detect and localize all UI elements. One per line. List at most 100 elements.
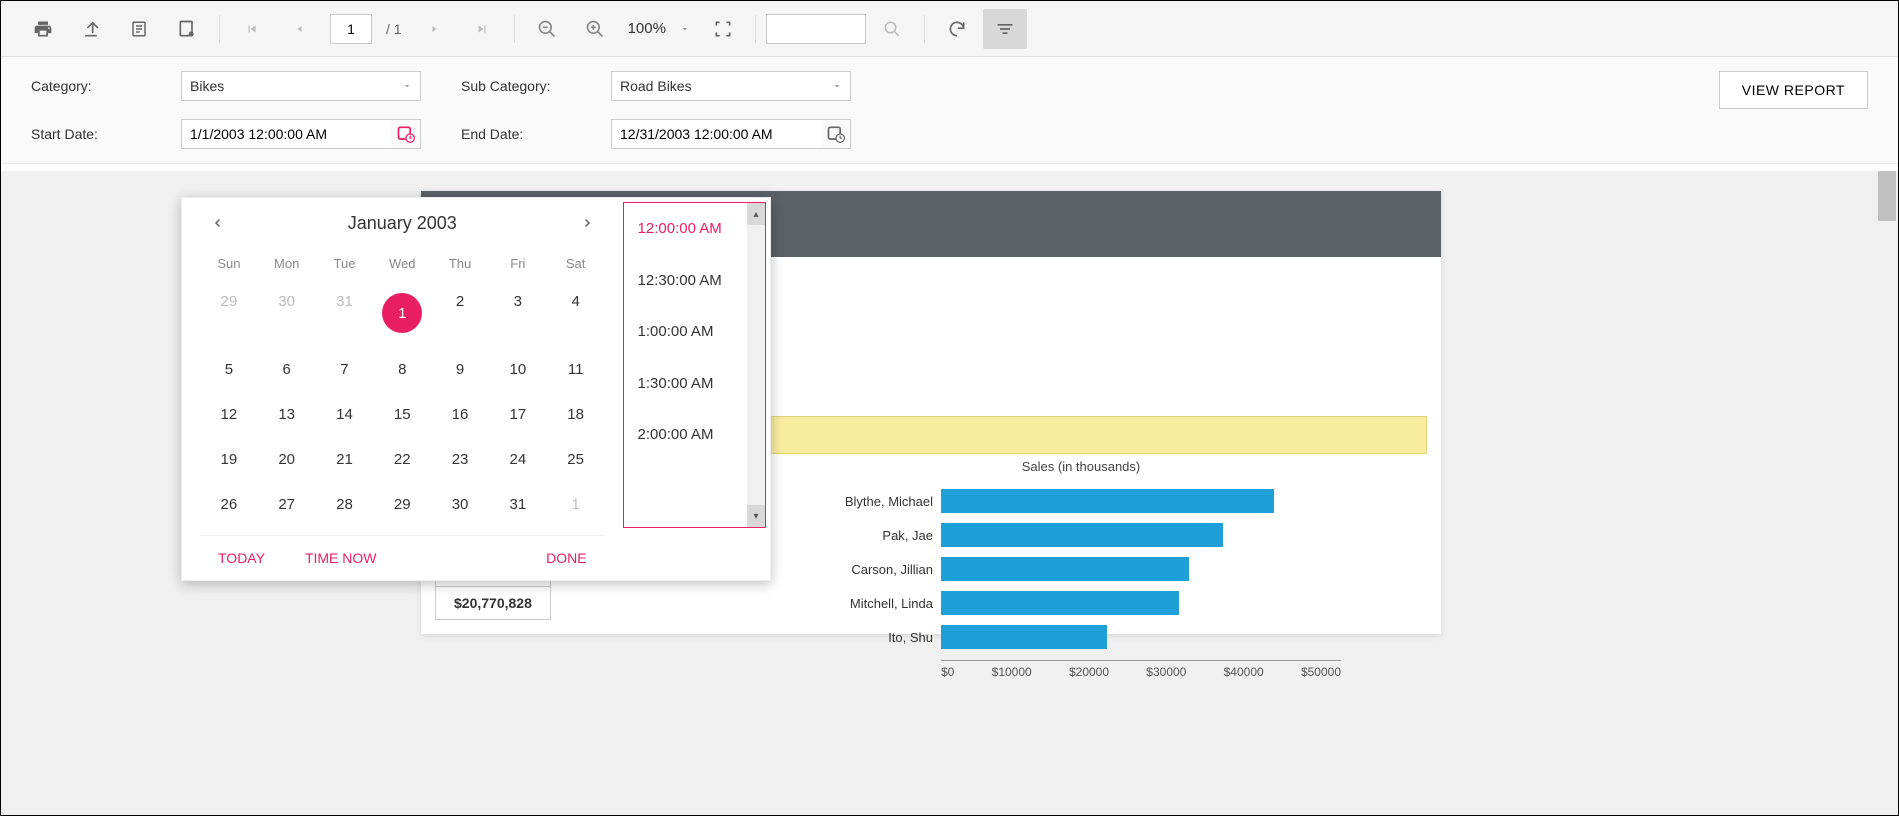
done-button[interactable]: DONE (546, 550, 586, 566)
chevron-right-icon (581, 216, 593, 230)
page-input[interactable] (330, 14, 372, 44)
startdate-input[interactable] (181, 119, 391, 149)
chart-bar (941, 591, 1179, 615)
toolbar: / 1 100% (1, 1, 1898, 57)
export-button[interactable] (69, 9, 113, 49)
chevron-left-icon (212, 216, 224, 230)
calendar-day[interactable]: 9 (431, 347, 489, 392)
calendar-day[interactable]: 8 (373, 347, 431, 392)
calendar-day[interactable]: 3 (489, 279, 547, 347)
chart-title: Sales (in thousands) (821, 459, 1341, 474)
calendar-day[interactable]: 23 (431, 437, 489, 482)
calendar-day[interactable]: 10 (489, 347, 547, 392)
enddate-picker-button[interactable] (821, 119, 851, 149)
calendar-day[interactable]: 1 (547, 482, 605, 527)
prev-page-button[interactable] (278, 9, 322, 49)
calendar-day[interactable]: 21 (316, 437, 374, 482)
calendar-day[interactable]: 30 (431, 482, 489, 527)
calendar-day[interactable]: 31 (489, 482, 547, 527)
chevron-down-icon (680, 24, 690, 34)
calendar-day[interactable]: 27 (258, 482, 316, 527)
scroll-down-button[interactable]: ▾ (747, 505, 765, 527)
today-button[interactable]: TODAY (218, 550, 265, 566)
calendar-day[interactable]: 25 (547, 437, 605, 482)
next-page-button[interactable] (412, 9, 456, 49)
timenow-button[interactable]: TIME NOW (305, 550, 377, 566)
time-option[interactable]: 2:00:00 AM (624, 409, 747, 461)
calendar-day[interactable]: 29 (373, 482, 431, 527)
time-option[interactable]: 1:30:00 AM (624, 358, 747, 410)
calendar-day[interactable]: 7 (316, 347, 374, 392)
scroll-up-button[interactable]: ▴ (747, 203, 765, 225)
zoom-dropdown[interactable]: 100% (621, 19, 697, 38)
calendar-day[interactable]: 11 (547, 347, 605, 392)
chart-bar-label: Mitchell, Linda (821, 596, 941, 611)
refresh-icon (947, 19, 967, 39)
first-icon (245, 22, 259, 36)
page-setup-button[interactable] (165, 9, 209, 49)
calendar-day[interactable]: 6 (258, 347, 316, 392)
calendar-dow: Thu (431, 248, 489, 279)
refresh-button[interactable] (935, 9, 979, 49)
calendar-day[interactable]: 16 (431, 392, 489, 437)
calendar-day[interactable]: 19 (200, 437, 258, 482)
chart-bar-label: Pak, Jae (821, 528, 941, 543)
subcategory-label: Sub Category: (461, 78, 571, 94)
search-input[interactable] (766, 14, 866, 44)
calendar-day[interactable]: 18 (547, 392, 605, 437)
chart-bar-label: Ito, Shu (821, 630, 941, 645)
zoom-out-button[interactable] (525, 9, 569, 49)
calendar-day[interactable]: 2 (431, 279, 489, 347)
fit-button[interactable] (701, 9, 745, 49)
calendar-day[interactable]: 14 (316, 392, 374, 437)
last-page-button[interactable] (460, 9, 504, 49)
zoom-in-button[interactable] (573, 9, 617, 49)
table-cell: $20,770,828 (436, 587, 551, 620)
view-report-button[interactable]: VIEW REPORT (1719, 71, 1868, 109)
calendar-day[interactable]: 5 (200, 347, 258, 392)
calendar-day[interactable]: 22 (373, 437, 431, 482)
prev-month-button[interactable] (204, 212, 232, 234)
filter-button[interactable] (983, 9, 1027, 49)
calendar-day[interactable]: 24 (489, 437, 547, 482)
enddate-label: End Date: (461, 126, 571, 142)
calendar-day[interactable]: 13 (258, 392, 316, 437)
calendar-day[interactable]: 15 (373, 392, 431, 437)
print-icon (33, 19, 53, 39)
subcategory-value: Road Bikes (620, 78, 692, 94)
category-dropdown[interactable]: Bikes (181, 71, 421, 101)
last-icon (475, 22, 489, 36)
chart-bar-row: Pak, Jae (821, 518, 1341, 552)
search-button[interactable] (870, 9, 914, 49)
calendar-title[interactable]: January 2003 (348, 213, 457, 234)
print-button[interactable] (21, 9, 65, 49)
layout-button[interactable] (117, 9, 161, 49)
calendar-day[interactable]: 20 (258, 437, 316, 482)
subcategory-dropdown[interactable]: Road Bikes (611, 71, 851, 101)
vertical-scrollbar[interactable] (1878, 171, 1896, 813)
calendar-day[interactable]: 17 (489, 392, 547, 437)
export-icon (81, 19, 101, 39)
filter-icon (995, 19, 1015, 39)
calendar-day[interactable]: 4 (547, 279, 605, 347)
scrollbar-thumb[interactable] (1878, 171, 1896, 221)
calendar-day[interactable]: 26 (200, 482, 258, 527)
page-total: / 1 (386, 21, 402, 37)
first-page-button[interactable] (230, 9, 274, 49)
time-scrollbar[interactable]: ▴ ▾ (747, 203, 765, 527)
chart-bar-label: Blythe, Michael (821, 494, 941, 509)
time-option[interactable]: 12:00:00 AM (624, 203, 747, 255)
calendar-dow: Tue (316, 248, 374, 279)
calendar-grid: SunMonTueWedThuFriSat2930311234567891011… (200, 248, 605, 527)
calendar-day[interactable]: 30 (258, 279, 316, 347)
next-month-button[interactable] (573, 212, 601, 234)
calendar-day[interactable]: 1 (373, 279, 431, 347)
time-option[interactable]: 1:00:00 AM (624, 306, 747, 358)
time-option[interactable]: 12:30:00 AM (624, 255, 747, 307)
startdate-picker-button[interactable] (391, 119, 421, 149)
calendar-day[interactable]: 28 (316, 482, 374, 527)
calendar-day[interactable]: 31 (316, 279, 374, 347)
enddate-input[interactable] (611, 119, 821, 149)
calendar-day[interactable]: 29 (200, 279, 258, 347)
calendar-day[interactable]: 12 (200, 392, 258, 437)
